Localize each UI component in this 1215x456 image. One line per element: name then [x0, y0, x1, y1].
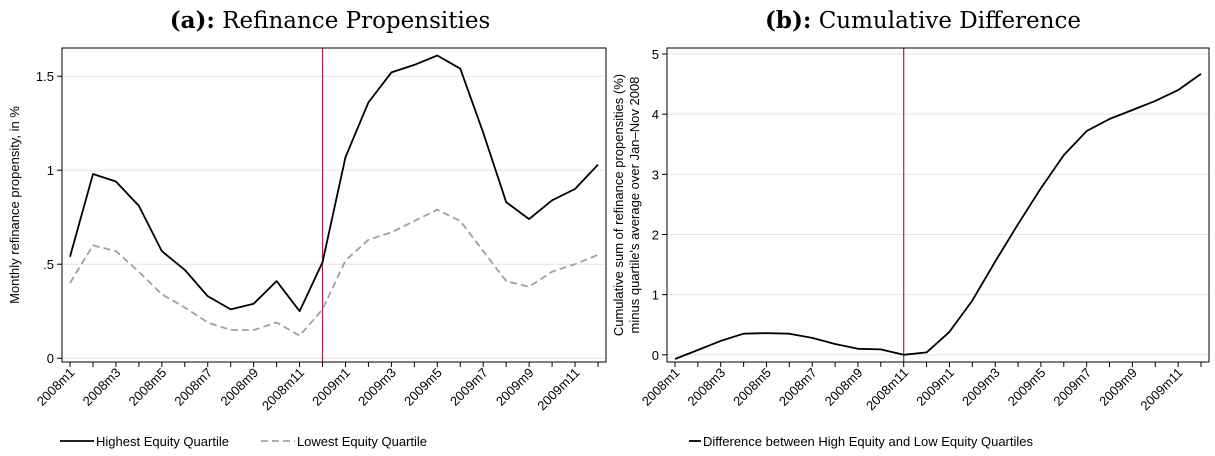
panel-a-y-axis-label: Monthly refinance propensity, in % — [7, 106, 22, 304]
x-tick-label-2: 2008m5 — [126, 365, 170, 409]
panel-a-legend: Highest Equity Quartile Lowest Equity Qua… — [60, 434, 427, 449]
y-tick-label-2: 2 — [652, 227, 659, 242]
y-tick-label-3: 1.5 — [36, 69, 54, 84]
legend-label-1: Lowest Equity Quartile — [297, 434, 427, 449]
panel-a-title: (a): Refinance Propensities — [170, 7, 491, 34]
panel-b-series — [674, 73, 1202, 360]
series-line-0 — [674, 73, 1202, 360]
y-tick-label-0: 0 — [652, 348, 659, 363]
x-tick-label-11: 2009m11 — [534, 365, 582, 413]
y-tick-label-3: 3 — [652, 167, 659, 182]
y-tick-label-4: 4 — [652, 107, 659, 122]
x-tick-label-3: 2008m7 — [171, 365, 215, 409]
panel-a-refinance-propensities: (a): Refinance Propensities 0 .5 1 1.5 2008m… — [7, 7, 607, 449]
y-tick-label-0: 0 — [47, 351, 54, 366]
x-tick-label-4: 2008m9 — [217, 365, 261, 409]
y-axis-label-line-1: minus quartile's average over Jan–Nov 20… — [627, 77, 642, 334]
plot-frame — [666, 47, 1210, 363]
x-tick-label-5: 2008m11 — [863, 365, 911, 413]
x-tick-label-7: 2009m3 — [355, 365, 399, 409]
x-tick-label-8: 2009m5 — [401, 365, 445, 409]
y-axis-label-line-0: Cumulative sum of refinance propensities… — [611, 74, 626, 336]
series-line-1 — [69, 208, 599, 337]
legend-label-0: Highest Equity Quartile — [96, 434, 229, 449]
x-tick-label-11: 2009m11 — [1137, 365, 1185, 413]
legend-label-0: Difference between High Equity and Low E… — [703, 434, 1034, 449]
panel-a-title-text: Refinance Propensities — [222, 8, 490, 34]
x-tick-label-6: 2009m1 — [913, 365, 957, 409]
x-tick-label-9: 2009m7 — [447, 365, 491, 409]
x-tick-label-6: 2009m1 — [309, 365, 353, 409]
x-tick-label-10: 2009m9 — [493, 365, 537, 409]
x-tick-label-3: 2008m7 — [776, 365, 820, 409]
x-tick-label-10: 2009m9 — [1096, 365, 1140, 409]
panel-a-title-label: (a): — [170, 7, 215, 34]
panel-b-title-label: (b): — [765, 7, 811, 34]
x-tick-label-8: 2009m5 — [1005, 365, 1049, 409]
x-tick-label-5: 2008m11 — [259, 365, 307, 413]
x-tick-label-0: 2008m1 — [34, 365, 78, 409]
plot-frame — [61, 47, 607, 363]
panel-b-title: (b): Cumulative Difference — [765, 7, 1081, 34]
panel-a-gridlines — [62, 75, 606, 359]
y-tick-label-1: .5 — [43, 257, 54, 272]
y-tick-label-5: 5 — [652, 47, 659, 62]
y-tick-label-1: 1 — [652, 288, 659, 303]
panel-b-gridlines — [667, 53, 1209, 356]
x-tick-label-0: 2008m1 — [639, 365, 683, 409]
panel-b-legend: Difference between High Equity and Low E… — [689, 434, 1034, 449]
x-tick-label-1: 2008m3 — [80, 365, 124, 409]
x-tick-label-1: 2008m3 — [684, 365, 728, 409]
x-tick-label-7: 2009m3 — [959, 365, 1003, 409]
series-line-0 — [69, 54, 599, 313]
panel-b-axes: 0 1 2 3 4 5 2008m1 2008m3 2008m5 2008m7 2008m92008… — [639, 47, 1210, 413]
x-tick-label-2: 2008m5 — [730, 365, 774, 409]
panel-b-title-text: Cumulative Difference — [819, 8, 1081, 34]
x-tick-label-4: 2008m9 — [822, 365, 866, 409]
y-axis-label: Monthly refinance propensity, in % — [7, 106, 22, 304]
x-tick-label-9: 2009m7 — [1050, 365, 1094, 409]
panel-a-series — [69, 54, 599, 337]
y-tick-label-2: 1 — [47, 163, 54, 178]
panel-b-y-axis-label: Cumulative sum of refinance propensities… — [611, 74, 642, 336]
